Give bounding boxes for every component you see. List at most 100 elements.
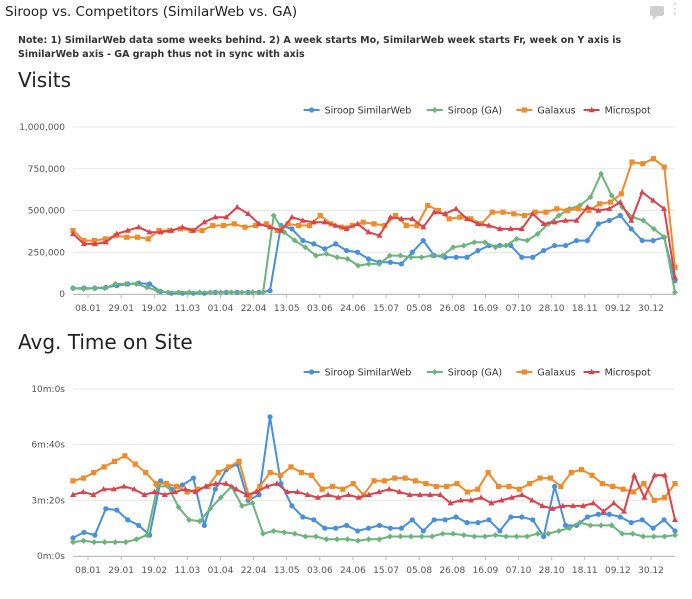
- time-point-siroop-ga: [524, 533, 531, 540]
- time-legend-item-microspot[interactable]: Microspot: [583, 368, 651, 379]
- visits-point-siroop-ga: [70, 285, 76, 292]
- visits-legend-item-siroop-ga[interactable]: Siroop (GA): [426, 106, 502, 117]
- time-point-galaxus: [111, 458, 118, 464]
- visits-point-galaxus: [629, 159, 635, 165]
- visits-point-siroop-ga: [143, 284, 150, 291]
- comment-icon[interactable]: [650, 6, 664, 20]
- time-point-microspot: [651, 472, 658, 478]
- visits-point-microspot: [201, 218, 208, 225]
- time-y-tick-label: 6m:40s: [31, 441, 65, 451]
- more-icon[interactable]: · · ·: [673, 0, 677, 21]
- time-point-galaxus: [589, 472, 595, 478]
- time-point-galaxus: [319, 486, 325, 492]
- time-point-siroop-similarweb: [661, 517, 667, 523]
- time-legend-item-siroop-similarweb[interactable]: Siroop SimilarWeb: [303, 368, 412, 379]
- visits-point-microspot: [518, 225, 525, 232]
- time-point-siroop-ga: [175, 504, 182, 511]
- time-x-tick-label: 15.07: [373, 566, 399, 576]
- visits-point-galaxus: [124, 234, 130, 240]
- time-x-tick-label: 30.12: [638, 566, 664, 576]
- time-point-galaxus: [392, 475, 398, 481]
- time-point-siroop-ga: [672, 532, 678, 539]
- visits-point-siroop-similarweb: [617, 212, 623, 219]
- visits-point-microspot: [562, 217, 569, 223]
- time-point-galaxus: [547, 475, 554, 481]
- time-point-microspot: [233, 486, 240, 492]
- visits-point-microspot: [299, 217, 306, 223]
- visits-legend-item-siroop-similarweb[interactable]: Siroop SimilarWeb: [303, 106, 412, 117]
- visits-point-galaxus: [263, 221, 270, 227]
- time-point-siroop-ga: [91, 539, 98, 546]
- time-point-microspot: [243, 491, 250, 497]
- time-point-siroop-similarweb: [365, 525, 372, 531]
- time-legend-label: Microspot: [605, 368, 651, 379]
- visits-legend-item-microspot[interactable]: Microspot: [583, 106, 651, 117]
- time-point-microspot: [294, 488, 301, 495]
- visits-point-galaxus: [489, 209, 495, 215]
- time-point-galaxus: [361, 492, 367, 498]
- time-point-galaxus: [433, 483, 439, 490]
- time-point-siroop-ga: [661, 533, 668, 540]
- visits-point-siroop-ga: [450, 244, 457, 251]
- visits-point-siroop-similarweb: [409, 249, 415, 255]
- time-on-site-chart: 0m:0s 3m:20s 6m:40s 10m:0s 08.01 29.01 19.02 11…: [31, 368, 678, 576]
- time-point-galaxus: [444, 483, 450, 490]
- time-point-microspot: [70, 491, 76, 497]
- time-point-microspot: [314, 494, 321, 500]
- time-point-galaxus: [464, 489, 471, 495]
- visits-point-siroop-ga: [492, 244, 499, 251]
- time-point-galaxus: [288, 464, 294, 470]
- visits-point-microspot: [332, 222, 339, 228]
- time-point-galaxus: [568, 469, 574, 476]
- visits-point-siroop-similarweb: [453, 254, 459, 260]
- time-point-siroop-similarweb: [103, 506, 109, 512]
- time-point-siroop-similarweb: [387, 525, 394, 531]
- visits-point-microspot: [529, 210, 536, 217]
- time-point-siroop-ga: [386, 533, 393, 540]
- time-legend-item-galaxus[interactable]: Galaxus: [516, 368, 576, 379]
- visits-point-microspot: [628, 217, 635, 223]
- visits-line-galaxus: [72, 157, 676, 268]
- time-point-siroop-ga: [429, 533, 436, 540]
- time-point-microspot: [141, 491, 148, 497]
- visits-point-siroop-ga: [407, 254, 414, 261]
- visits-x-tick-label: 15.07: [373, 304, 399, 314]
- visits-x-tick-label: 19.02: [141, 304, 167, 314]
- time-point-microspot: [508, 494, 515, 500]
- visits-point-galaxus: [199, 227, 205, 234]
- visits-point-siroop-ga: [207, 289, 214, 296]
- time-point-siroop-similarweb: [475, 520, 481, 526]
- visits-point-galaxus: [446, 216, 452, 222]
- time-x-tick-label: 19.02: [141, 566, 167, 576]
- visits-point-siroop-ga: [534, 230, 541, 237]
- visits-point-siroop-ga: [154, 287, 161, 294]
- visits-point-siroop-ga: [228, 289, 235, 296]
- visits-point-galaxus: [274, 227, 280, 234]
- visits-legend-item-galaxus[interactable]: Galaxus: [516, 106, 576, 117]
- visits-point-siroop-ga: [249, 289, 256, 296]
- time-point-microspot: [569, 502, 576, 509]
- time-legend-label: Siroop SimilarWeb: [325, 368, 412, 379]
- time-x-tick-label: 29.01: [108, 566, 134, 576]
- time-point-galaxus: [267, 469, 273, 476]
- visits-x-tick-label: 09.12: [605, 304, 631, 314]
- time-point-siroop-similarweb: [81, 529, 87, 535]
- visits-point-microspot: [310, 218, 317, 225]
- time-legend-item-siroop-ga[interactable]: Siroop (GA): [426, 368, 502, 379]
- time-point-siroop-similarweb: [464, 520, 470, 526]
- visits-point-siroop-ga: [175, 289, 182, 296]
- visits-x-tick-label: 01.04: [208, 304, 234, 314]
- time-point-galaxus: [174, 483, 180, 490]
- time-point-siroop-similarweb: [606, 511, 612, 517]
- time-point-microspot: [172, 488, 179, 495]
- time-x-tick-label: 07.10: [506, 566, 532, 576]
- visits-point-microspot: [464, 215, 471, 222]
- time-point-siroop-ga: [344, 536, 351, 543]
- visits-legend-marker: [309, 107, 315, 113]
- visits-point-siroop-ga: [122, 280, 129, 287]
- visits-point-siroop-ga: [217, 289, 224, 296]
- visits-point-galaxus: [521, 212, 528, 219]
- time-point-siroop-ga: [238, 502, 245, 509]
- time-point-microspot: [478, 494, 485, 500]
- visits-x-tick-label: 07.10: [506, 304, 532, 314]
